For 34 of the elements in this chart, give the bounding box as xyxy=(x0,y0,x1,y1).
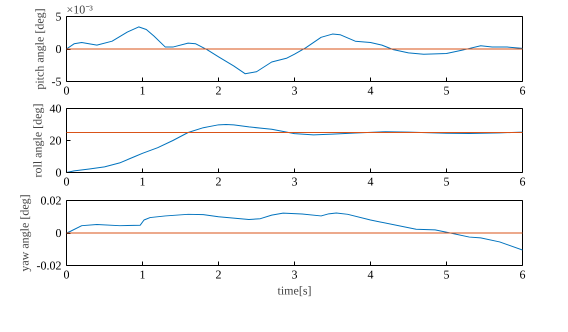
x-tick-label: 5 xyxy=(444,268,450,282)
y-tick-label: -0.02 xyxy=(36,258,62,272)
x-tick-label: 6 xyxy=(520,174,526,188)
x-tick-label: 5 xyxy=(444,174,450,188)
x-tick-label: 3 xyxy=(292,268,298,282)
x-tick-label: 4 xyxy=(368,268,374,282)
x-tick-label: 6 xyxy=(520,268,526,282)
y-tick-label: 0 xyxy=(56,166,62,180)
y-axis-title: roll angle [deg] xyxy=(30,104,44,178)
line-series xyxy=(66,26,522,74)
x-tick-label: 6 xyxy=(520,84,526,98)
x-tick-label: 3 xyxy=(292,174,298,188)
y-tick-label: 0.02 xyxy=(40,194,62,208)
x-tick-label: 1 xyxy=(140,268,146,282)
y-tick-label: 0 xyxy=(56,226,62,240)
y-tick-label: 20 xyxy=(50,134,62,148)
line-series xyxy=(66,212,522,251)
y-tick-label: -5 xyxy=(52,74,62,88)
x-tick-label: 4 xyxy=(368,84,374,98)
y-tick-label: 5 xyxy=(56,10,62,24)
y-axis-title: yaw angle [deg] xyxy=(18,194,32,272)
x-tick-label: 2 xyxy=(216,268,222,282)
y-tick-label: 0 xyxy=(56,42,62,56)
x-tick-label: 3 xyxy=(292,84,298,98)
x-tick-label: 2 xyxy=(216,84,222,98)
x-axis-title: time[s] xyxy=(278,284,312,298)
x-tick-label: 1 xyxy=(140,174,146,188)
y-axis-title: pitch angle [deg] xyxy=(32,8,47,90)
x-tick-label: 1 xyxy=(140,84,146,98)
x-tick-label: 2 xyxy=(216,174,222,188)
annotation: ×10⁻³ xyxy=(66,2,94,16)
y-tick-label: 40 xyxy=(50,102,62,116)
x-tick-label: 4 xyxy=(368,174,374,188)
x-tick-label: 5 xyxy=(444,84,450,98)
